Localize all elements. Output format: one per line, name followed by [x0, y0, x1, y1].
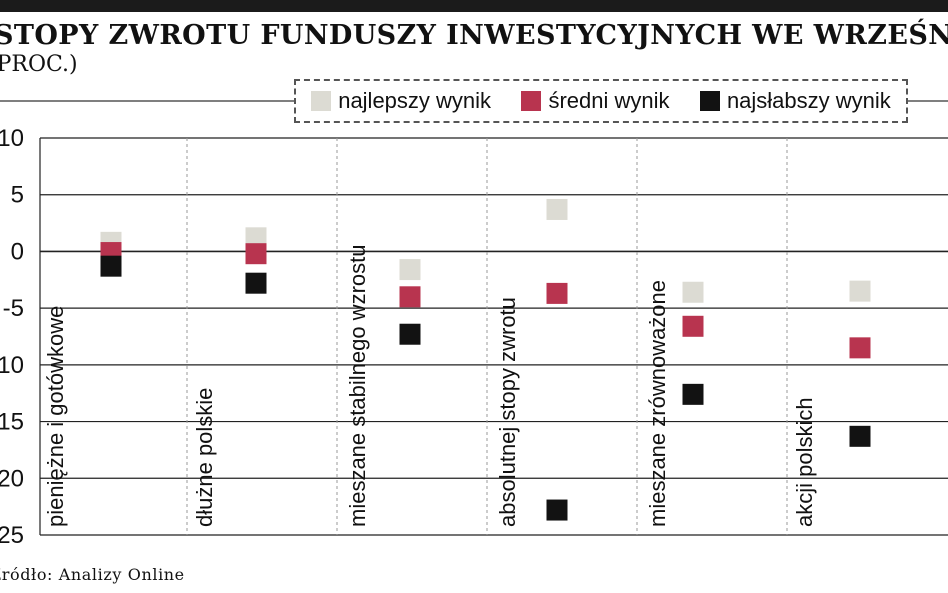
legend-label-best: najlepszy wynik — [338, 88, 492, 113]
data-marker — [546, 282, 568, 304]
y-tick-label: -10 — [0, 352, 24, 379]
data-marker — [546, 198, 568, 220]
legend-label-average: średni wynik — [548, 88, 670, 113]
category-label: akcji polskich — [792, 397, 817, 527]
y-tick-label: 5 — [11, 182, 24, 209]
chart-title: STOPY ZWROTU FUNDUSZY INWESTYCYJNYCH WE … — [0, 20, 948, 51]
legend-swatch-average — [521, 91, 542, 111]
data-marker — [399, 323, 421, 345]
y-tick-labels: 10 5 0 -5 -10 -15 -20 -25 — [0, 125, 24, 549]
data-markers — [100, 198, 871, 521]
legend-item-average: średni wynik — [521, 88, 670, 114]
y-tick-label: -5 — [3, 295, 24, 322]
data-marker — [546, 499, 568, 521]
data-marker — [682, 383, 704, 405]
data-marker — [682, 281, 704, 303]
data-marker — [100, 255, 122, 277]
legend-label-worst: najsłabszy wynik — [726, 88, 891, 113]
data-marker — [849, 280, 871, 302]
data-marker — [245, 227, 267, 249]
y-tick-label: -25 — [0, 522, 24, 549]
data-marker — [849, 337, 871, 359]
category-labels: pieniężne i gotówkowe dłużne polskie miesz… — [43, 245, 817, 527]
data-marker — [399, 286, 421, 308]
category-label: pieniężne i gotówkowe — [43, 306, 68, 527]
data-marker — [245, 243, 267, 265]
category-label: mieszane stabilnego wzrostu — [345, 245, 370, 527]
category-label: mieszane zrównoważone — [645, 280, 670, 527]
data-marker — [682, 315, 704, 337]
y-tick-label: 0 — [11, 238, 24, 265]
legend-swatch-best — [311, 91, 332, 111]
legend: najlepszy wynik średni wynik najsłabszy … — [294, 79, 908, 123]
legend-item-best: najlepszy wynik — [311, 88, 491, 114]
source-note: Źródło: Analizy Online — [0, 565, 185, 584]
chart-subtitle: (PROC.) — [0, 52, 78, 77]
category-label: absolutnej stopy zwrotu — [495, 297, 520, 527]
y-tick-label: -15 — [0, 409, 24, 436]
legend-swatch-worst — [699, 91, 720, 111]
category-label: dłużne polskie — [192, 388, 217, 527]
y-tick-label: -20 — [0, 465, 24, 492]
data-marker — [245, 272, 267, 294]
data-marker — [399, 259, 421, 281]
data-marker — [849, 425, 871, 447]
y-tick-label: 10 — [0, 125, 24, 152]
top-bar — [0, 0, 948, 12]
legend-item-worst: najsłabszy wynik — [699, 88, 891, 114]
